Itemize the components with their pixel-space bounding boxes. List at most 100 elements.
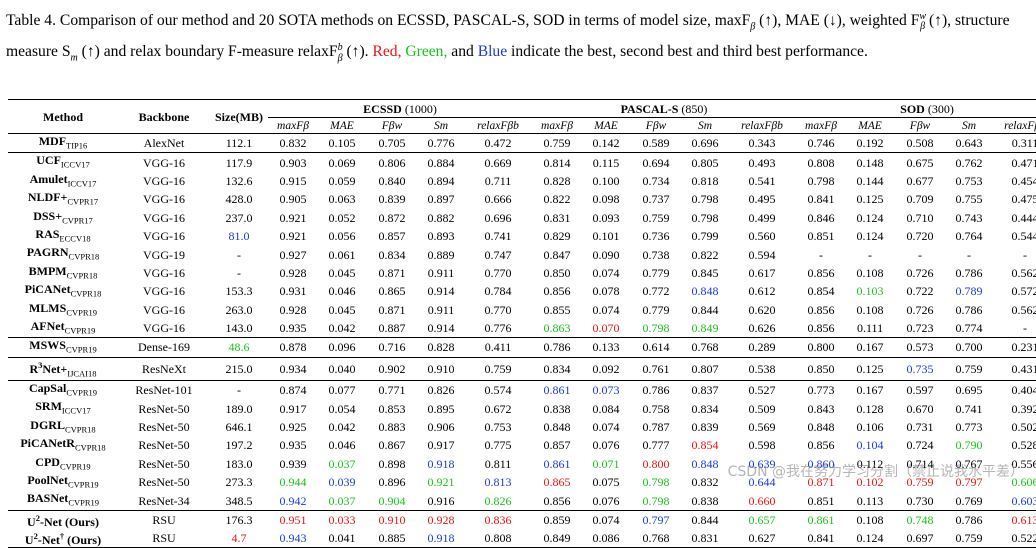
backbone-cell: RSU — [118, 528, 210, 548]
metric-cell: 0.851 — [807, 229, 835, 244]
metric-cell: 0.951 — [268, 509, 318, 529]
table-row: BASNetCVPR19 ResNet-34 348.5 0.942 0.037 0.90… — [8, 491, 1036, 510]
metric-cell: 0.828 — [418, 337, 464, 358]
metric-cell: 0.723 — [906, 321, 934, 336]
size-cell: 237.0 — [225, 210, 253, 225]
metric-cell: 0.528 — [1011, 438, 1036, 453]
metric-cell: 0.814 — [532, 152, 583, 172]
metric-cell: 0.779 — [642, 302, 670, 317]
method-name: MDFTIP16 — [8, 132, 118, 153]
metric-cell: 0.910 — [418, 356, 464, 381]
metric-cell: 0.167 — [846, 337, 895, 358]
metric-cell: 0.042 — [328, 321, 356, 336]
metric-cell: 0.076 — [592, 438, 620, 453]
metric-cell: 0.620 — [748, 302, 776, 317]
metric-cell: 0.921 — [279, 210, 307, 225]
metric-cell: 0.943 — [268, 528, 318, 548]
metric-cell: 0.843 — [807, 401, 835, 416]
metric-cell: 0.841 — [807, 192, 835, 207]
backbone-cell: ResNet-50 — [138, 456, 190, 471]
metric-cell: 0.828 — [543, 173, 571, 188]
metric-cell: 0.822 — [691, 247, 719, 262]
metric-cell: 0.670 — [906, 401, 934, 416]
metric-header: MAE — [330, 119, 354, 132]
metric-cell: 0.069 — [318, 152, 366, 172]
metric-cell: 0.915 — [279, 173, 307, 188]
metric-cell: 0.086 — [582, 528, 631, 548]
metric-cell: 0.716 — [366, 337, 418, 358]
metric-cell: 0.084 — [592, 401, 620, 416]
metric-cell: 0.883 — [378, 420, 406, 435]
metric-cell: 0.759 — [532, 132, 583, 153]
method-name: UCFICCV17 — [8, 152, 118, 172]
metric-cell: 0.411 — [464, 337, 533, 358]
metric-cell: 0.769 — [955, 493, 983, 508]
metric-cell: 0.850 — [543, 265, 571, 280]
metric-cell: 0.939 — [279, 456, 307, 471]
method-name: DSS+CVPR17 — [33, 208, 93, 225]
metric-cell: 0.404 — [992, 380, 1036, 400]
metric-cell: 0.838 — [691, 493, 719, 508]
metric-cell: 0.837 — [682, 380, 729, 400]
metric-cell: 0.808 — [464, 528, 533, 548]
metric-cell: 0.144 — [856, 173, 884, 188]
metric-cell: 0.431 — [992, 356, 1036, 381]
metric-cell: 0.898 — [378, 456, 406, 471]
backbone-cell: VGG-16 — [143, 192, 185, 207]
metric-cell: 0.931 — [279, 284, 307, 299]
size-cell: - — [237, 247, 241, 262]
metric-cell: 0.527 — [728, 380, 797, 400]
size-cell: 132.6 — [225, 173, 253, 188]
metric-cell: 0.074 — [582, 509, 631, 529]
metric-cell: 0.040 — [318, 356, 366, 381]
legend-red: Red, — [372, 43, 402, 61]
metric-header-row: maxFβ MAE Fβw Sm relaxFβb maxFβ MAE Fβw Sm relaxF… — [8, 118, 1036, 134]
table-row: MSWSCVPR19 Dense-169 48.6 0.878 0.096 0.716 0.… — [8, 337, 1036, 358]
header-backbone: Backbone — [118, 99, 210, 134]
metric-cell: 0.853 — [378, 401, 406, 416]
metric-cell: 0.037 — [328, 456, 356, 471]
metric-cell: 0.741 — [484, 229, 512, 244]
metric-cell: 0.046 — [328, 284, 356, 299]
metric-header: relaxFβb — [477, 119, 519, 132]
metric-cell: 0.705 — [366, 132, 418, 153]
backbone-cell: VGG-16 — [143, 173, 185, 188]
metric-cell: 0.560 — [748, 229, 776, 244]
method-name: U2-Net (Ours) — [8, 509, 118, 529]
metric-cell: 0.770 — [484, 302, 512, 317]
metric-cell: 0.902 — [366, 356, 418, 381]
metric-cell: 0.755 — [955, 192, 983, 207]
metric-cell: 0.855 — [543, 302, 571, 317]
metric-cell: 0.738 — [642, 247, 670, 262]
metric-cell: 0.572 — [1011, 284, 1036, 299]
metric-cell: 0.834 — [378, 247, 406, 262]
size-cell: 263.0 — [225, 302, 253, 317]
backbone-cell: VGG-16 — [143, 210, 185, 225]
method-name: PAGRNCVPR18 — [26, 245, 100, 262]
metric-cell: 0.807 — [682, 356, 729, 381]
backbone-cell: ResNet-50 — [138, 475, 190, 490]
metric-cell: 0.100 — [592, 173, 620, 188]
metric-cell: 0.508 — [894, 132, 947, 153]
metric-cell: 0.797 — [630, 509, 683, 529]
method-name: SRMICCV17 — [35, 399, 91, 416]
metric-cell: 0.660 — [748, 493, 776, 508]
size-cell: 81.0 — [228, 229, 250, 244]
metric-cell: 0.509 — [748, 401, 776, 416]
metric-cell: 0.786 — [946, 509, 993, 529]
metric-cell: 0.918 — [427, 456, 455, 471]
metric-cell: 0.104 — [856, 438, 884, 453]
metric-cell: 0.669 — [464, 152, 533, 172]
metric-cell: 0.061 — [328, 247, 356, 262]
method-name: CPDCVPR19 — [35, 454, 91, 472]
metric-cell: 0.046 — [328, 438, 356, 453]
metric-cell: 0.836 — [464, 509, 533, 529]
metric-cell: 0.475 — [1011, 192, 1036, 207]
metric-cell: 0.444 — [1011, 210, 1036, 225]
metric-cell: 0.784 — [484, 284, 512, 299]
metric-header: relaxFβb — [741, 119, 783, 132]
metric-cell: 0.921 — [279, 229, 307, 244]
metric-cell: 0.495 — [748, 192, 776, 207]
metric-header: maxFβ — [541, 119, 573, 132]
metric-cell: 0.639 — [748, 456, 776, 471]
